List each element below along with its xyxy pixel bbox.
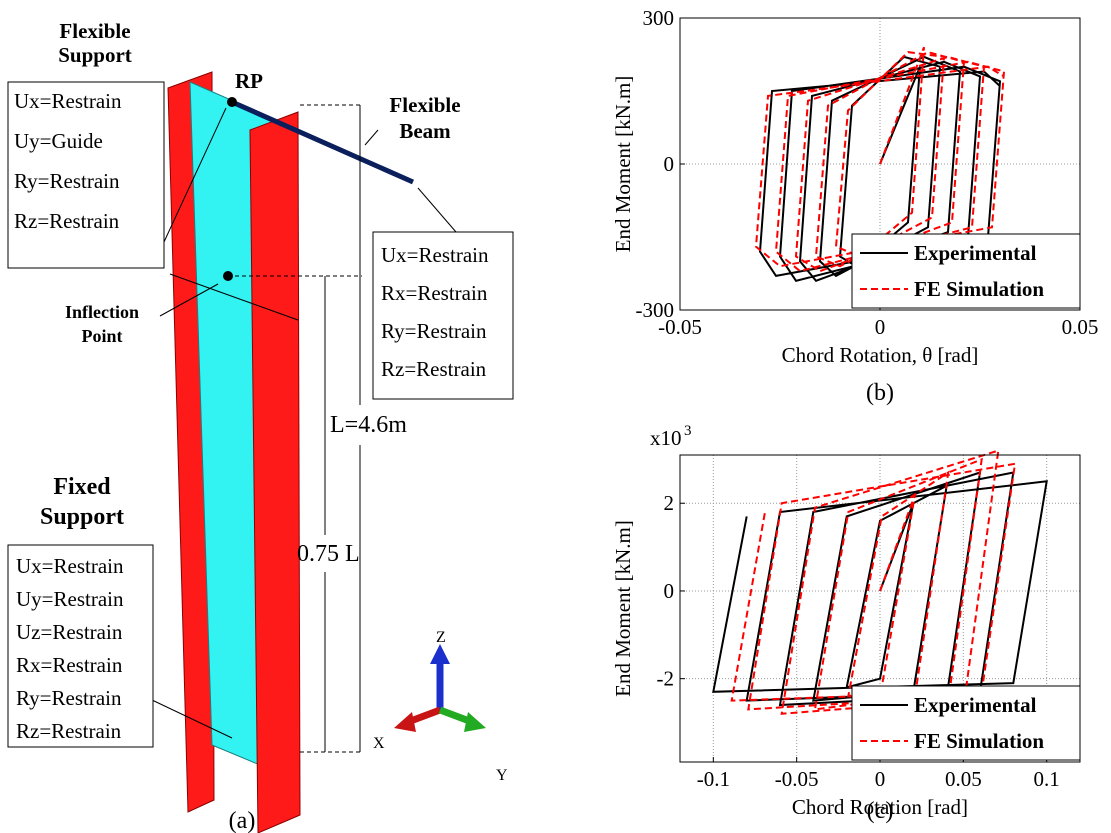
condition: Rx=Restrain bbox=[381, 281, 488, 305]
condition: Rx=Restrain bbox=[16, 653, 123, 677]
y-multiplier: x10 bbox=[650, 426, 682, 450]
legend-label: FE Simulation bbox=[914, 729, 1044, 753]
axis-y: Y bbox=[496, 767, 508, 784]
y-tick-label: 0 bbox=[664, 152, 675, 176]
x-tick-label: 0 bbox=[875, 315, 886, 339]
condition: Uy=Guide bbox=[14, 129, 103, 153]
caption: (c) bbox=[867, 798, 894, 824]
rp-point bbox=[227, 97, 237, 107]
condition: Rz=Restrain bbox=[16, 719, 122, 743]
condition: Uz=Restrain bbox=[16, 620, 123, 644]
right-flange bbox=[250, 112, 300, 833]
y-multiplier-exponent: 3 bbox=[684, 423, 692, 439]
length-label: L=4.6m bbox=[330, 412, 407, 438]
condition: Ry=Restrain bbox=[381, 319, 487, 343]
y-axis-label: End Moment [kN.m] bbox=[611, 76, 635, 253]
axis-triad bbox=[394, 644, 486, 732]
legend-label: Experimental bbox=[914, 693, 1037, 717]
inflection-label: Point bbox=[81, 326, 122, 346]
condition: Ux=Restrain bbox=[14, 89, 122, 113]
x-tick-label: -0.05 bbox=[775, 767, 819, 791]
y-tick-label: -2 bbox=[657, 667, 675, 691]
condition: Ry=Restrain bbox=[14, 169, 120, 193]
support-title: Support bbox=[58, 43, 132, 67]
condition: Ry=Restrain bbox=[16, 686, 122, 710]
x-tick-label: -0.1 bbox=[697, 767, 730, 791]
x-tick-label: 0 bbox=[875, 767, 886, 791]
height-label: 0.75 L bbox=[297, 541, 360, 567]
legend-label: Experimental bbox=[914, 241, 1037, 265]
condition: Ux=Restrain bbox=[381, 243, 489, 267]
x-tick-label: 0.05 bbox=[945, 767, 982, 791]
y-axis-label: End Moment [kN.m] bbox=[611, 520, 635, 697]
x-tick-label: -0.05 bbox=[658, 315, 702, 339]
beam-title: Beam bbox=[399, 119, 451, 143]
axis-z: Z bbox=[436, 629, 446, 646]
y-tick-label: 0 bbox=[664, 579, 675, 603]
condition: Rz=Restrain bbox=[14, 209, 120, 233]
inflection-label: Inflection bbox=[65, 302, 139, 322]
caption: (b) bbox=[866, 380, 894, 406]
beam-title: Flexible bbox=[389, 93, 460, 117]
condition: Ux=Restrain bbox=[16, 554, 124, 578]
legend-label: FE Simulation bbox=[914, 277, 1044, 301]
axis-x: X bbox=[373, 735, 385, 752]
fixed-title: Support bbox=[40, 504, 124, 530]
diagram: Flexible Support Ux=Restrain Uy=Guide Ry… bbox=[8, 19, 513, 833]
caption: (a) bbox=[229, 808, 256, 833]
figure: Flexible Support Ux=Restrain Uy=Guide Ry… bbox=[0, 0, 1111, 833]
y-tick-label: 2 bbox=[664, 491, 675, 515]
condition: Uy=Restrain bbox=[16, 587, 124, 611]
x-tick-label: 0.1 bbox=[1034, 767, 1060, 791]
condition: Rz=Restrain bbox=[381, 357, 487, 381]
support-title: Flexible bbox=[59, 19, 130, 43]
x-tick-label: 0.05 bbox=[1062, 315, 1099, 339]
y-tick-label: 300 bbox=[643, 6, 675, 30]
rp-label: RP bbox=[235, 69, 263, 93]
fixed-title: Fixed bbox=[53, 474, 111, 500]
x-axis-label: Chord Rotation, θ [rad] bbox=[782, 343, 979, 367]
